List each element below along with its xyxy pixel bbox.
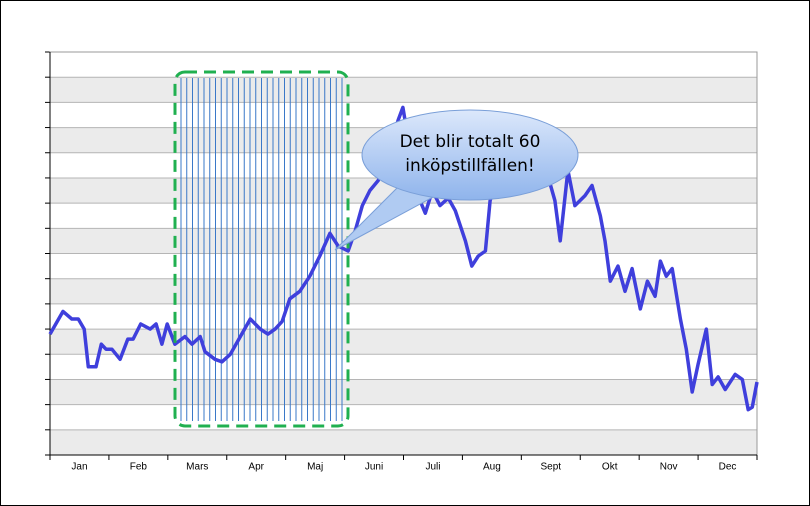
x-tick-label: Jan bbox=[71, 462, 87, 473]
callout: Det blir totalt 60 inköpstillfällen! bbox=[334, 109, 579, 251]
x-tick-label: Juli bbox=[425, 462, 440, 473]
annotation: Det blir totalt 60 bbox=[400, 132, 541, 152]
x-tick-label: Dec bbox=[719, 462, 737, 473]
grid-band bbox=[50, 329, 757, 355]
x-tick-label: Apr bbox=[248, 462, 264, 473]
grid-band bbox=[50, 379, 757, 405]
x-tick-label: Feb bbox=[130, 462, 148, 473]
grid-band bbox=[50, 429, 757, 455]
callout-bubble bbox=[361, 109, 579, 201]
x-tick-label: Okt bbox=[602, 462, 618, 473]
x-tick-label: Sept bbox=[541, 462, 562, 473]
grid-band bbox=[50, 77, 757, 103]
highlight-box bbox=[173, 70, 350, 428]
x-tick-label: Aug bbox=[483, 462, 501, 473]
x-tick-label: Mars bbox=[186, 462, 208, 473]
x-tick-label: Maj bbox=[307, 462, 323, 473]
grid-band bbox=[50, 228, 757, 254]
annotation: inköpstillfällen! bbox=[405, 156, 535, 176]
x-tick-label: Juni bbox=[365, 462, 383, 473]
x-tick-label: Nov bbox=[660, 462, 678, 473]
